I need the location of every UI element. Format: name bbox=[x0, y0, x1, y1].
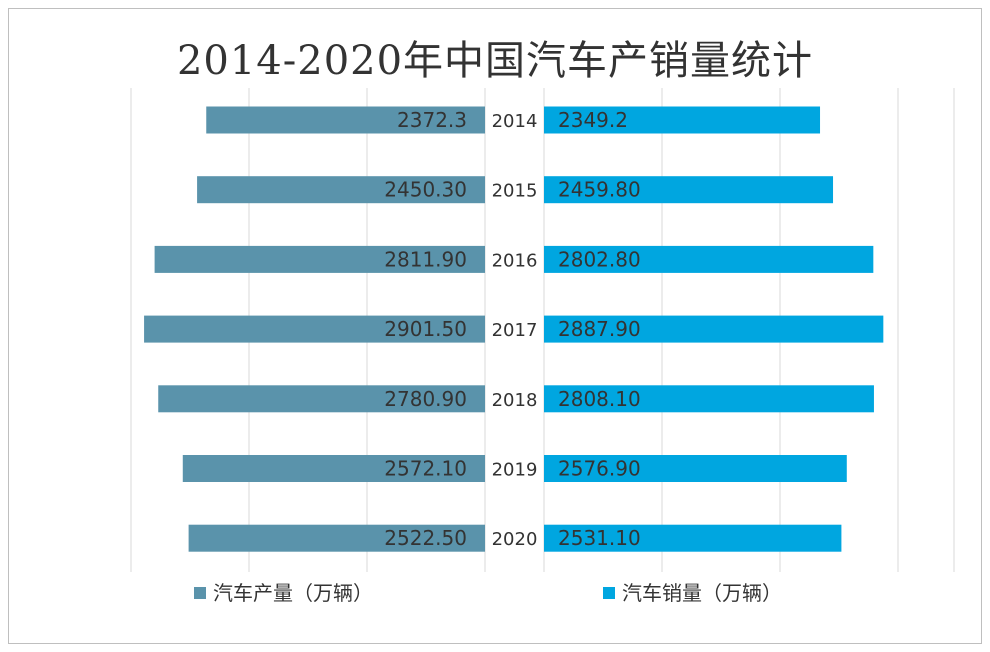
production-label-2014: 2372.3 bbox=[397, 108, 467, 132]
sales-bar-2019 bbox=[544, 455, 847, 482]
legend-label-production: 汽车产量（万辆） bbox=[213, 581, 373, 605]
production-bar-2016 bbox=[154, 245, 485, 273]
category-label-2014: 2014 bbox=[492, 111, 538, 132]
legend-swatch-sales bbox=[603, 587, 615, 599]
sales-label-2015: 2459.80 bbox=[558, 178, 641, 202]
production-bar-2017 bbox=[144, 315, 486, 343]
production-label-2017: 2901.50 bbox=[384, 317, 467, 341]
sales-bar-2020 bbox=[544, 524, 842, 552]
category-label-2019: 2019 bbox=[492, 460, 538, 481]
production-label-2020: 2522.50 bbox=[384, 526, 467, 550]
sales-bar-2016 bbox=[544, 245, 874, 273]
sales-label-2020: 2531.10 bbox=[558, 526, 641, 550]
category-label-2018: 2018 bbox=[492, 390, 538, 411]
sales-label-2017: 2887.90 bbox=[558, 317, 641, 341]
production-label-2016: 2811.90 bbox=[384, 247, 467, 271]
production-bar-2014 bbox=[206, 106, 485, 134]
sales-bar-2015 bbox=[544, 176, 834, 204]
production-label-2018: 2780.90 bbox=[384, 387, 467, 411]
production-bar-2020 bbox=[188, 524, 485, 552]
legend-swatch-production bbox=[194, 587, 206, 599]
sales-label-2014: 2349.2 bbox=[558, 108, 628, 132]
category-label-2015: 2015 bbox=[492, 181, 538, 202]
production-bar-2015 bbox=[197, 176, 485, 204]
sales-label-2016: 2802.80 bbox=[558, 247, 641, 271]
category-label-2016: 2016 bbox=[492, 250, 538, 271]
chart-title: 2014-2020年中国汽车产销量统计 bbox=[176, 38, 814, 84]
production-label-2019: 2572.10 bbox=[384, 457, 467, 481]
sales-label-2018: 2808.10 bbox=[558, 387, 641, 411]
sales-bar-2018 bbox=[544, 385, 874, 413]
production-bar-2018 bbox=[158, 385, 485, 413]
sales-bar-2014 bbox=[544, 106, 821, 134]
sales-bar-2017 bbox=[544, 315, 884, 343]
sales-label-2019: 2576.90 bbox=[558, 457, 641, 481]
production-bar-2019 bbox=[182, 455, 485, 482]
category-label-2020: 2020 bbox=[492, 529, 538, 550]
category-label-2017: 2017 bbox=[492, 320, 538, 341]
production-label-2015: 2450.30 bbox=[384, 178, 467, 202]
legend-label-sales: 汽车销量（万辆） bbox=[622, 581, 782, 605]
